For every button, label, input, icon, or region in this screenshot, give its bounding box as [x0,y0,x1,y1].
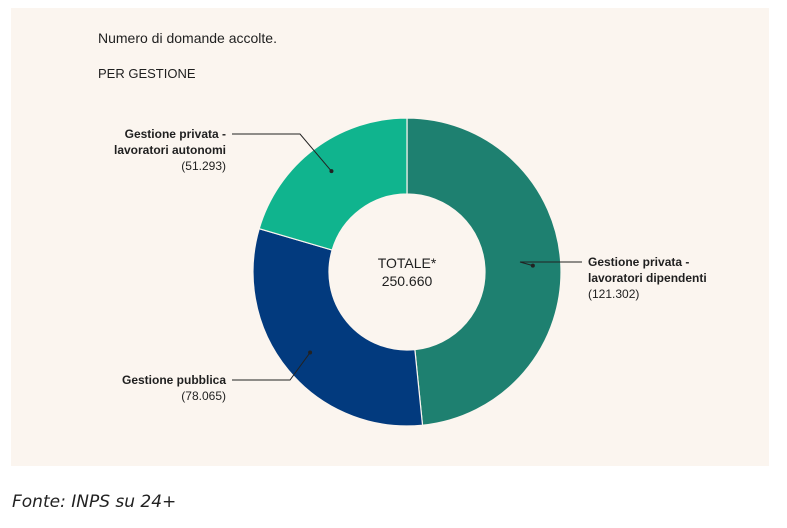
center-label-total: 250.660 [382,273,433,289]
leader-line [232,352,311,381]
slice-label: lavoratori autonomi [114,143,226,157]
leader-line [232,133,332,172]
donut-slice [258,117,408,251]
chart-subtitle: PER GESTIONE [98,66,196,81]
slice-label: Gestione pubblica [122,373,226,387]
source-note: Fonte: INPS su 24+ [12,492,177,512]
center-label-title: TOTALE* [378,255,437,271]
leader-line [519,261,582,267]
donut-chart: Gestione privata - lavoratori dipendenti (… [114,117,707,427]
donut-slice [252,227,424,427]
leader-dot [530,263,535,268]
slice-label: Gestione privata - [588,255,689,269]
slice-value-label: (51.293) [181,159,226,173]
leader-dot [308,350,313,355]
slice-value-label: (78.065) [181,389,226,403]
donut-slice [406,117,562,426]
leader-dot [329,169,334,174]
slice-label: Gestione privata - [125,127,226,141]
chart-title: Numero di domande accolte. [98,30,277,46]
slice-value-label: (121.302) [588,287,639,301]
slice-label: lavoratori dipendenti [588,271,707,285]
